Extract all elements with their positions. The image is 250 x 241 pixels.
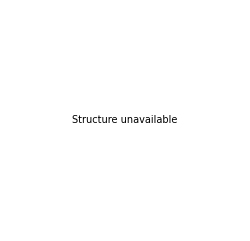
Text: Structure unavailable: Structure unavailable — [72, 115, 177, 125]
